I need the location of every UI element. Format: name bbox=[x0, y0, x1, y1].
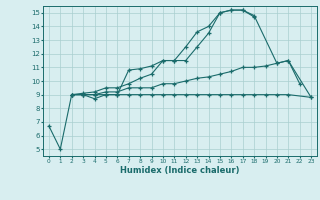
X-axis label: Humidex (Indice chaleur): Humidex (Indice chaleur) bbox=[120, 166, 240, 175]
